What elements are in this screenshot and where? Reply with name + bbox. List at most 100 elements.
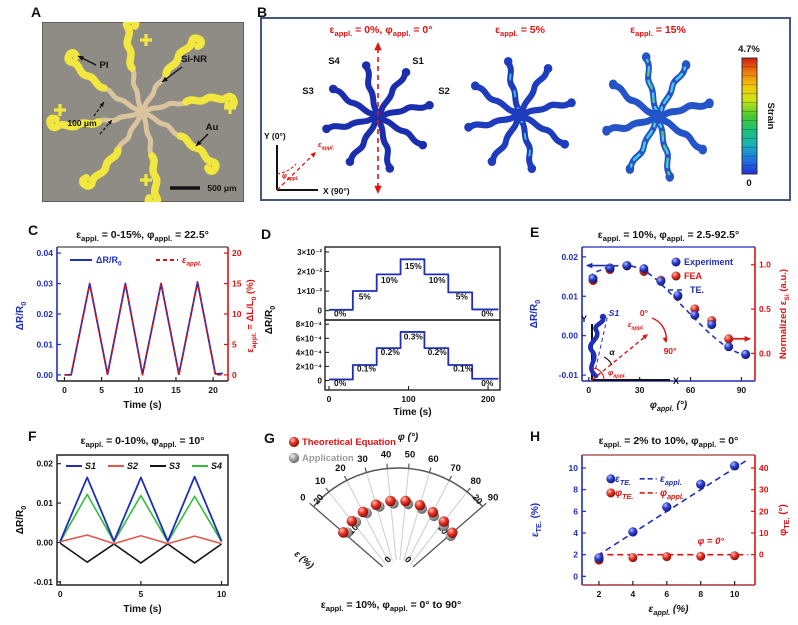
legend-label-S4: S4: [211, 461, 222, 471]
legend-application: Application: [302, 453, 354, 464]
inset-serpentine-tip: [599, 313, 607, 321]
chart-c: 0.00 0.01 0.02 0.03 0.04 0 5 10 15 20 0 5 10 15 20 ΔR/R…: [15, 229, 258, 411]
au-serpentine: [78, 146, 122, 190]
theory-point: [385, 495, 396, 507]
phi-zero-annotation: φ = 0°: [698, 536, 725, 547]
ytick-left: 10: [569, 463, 579, 473]
angle-tick: [364, 467, 368, 473]
experiment-point: [690, 310, 700, 320]
xtick: 15: [171, 385, 181, 395]
fea-arm-tip: [527, 164, 537, 174]
fea-arm-tip: [487, 157, 497, 167]
xtick: 8: [698, 589, 703, 599]
ytick-left: 6: [573, 506, 578, 516]
legend-eps-appl: εappl.: [660, 474, 682, 487]
step-label: 0%: [334, 308, 347, 318]
angle-tick: [448, 475, 453, 481]
inset-x-label: X: [673, 376, 679, 386]
left-axis-arrow: [586, 262, 611, 269]
xtick: 0: [586, 385, 591, 395]
eps-te-point: [628, 527, 638, 537]
ytick-left: 0.00: [561, 331, 578, 341]
ytick-left: 4: [573, 528, 578, 538]
radial-tick-label: 20: [311, 492, 325, 506]
inset-serpentine: [588, 316, 606, 379]
theory-point: [346, 515, 358, 527]
theory-point: [427, 506, 439, 518]
label-s3: S3: [302, 86, 314, 97]
experiment-point: [588, 273, 598, 284]
angle-tick: [343, 475, 348, 481]
series-S2: [60, 534, 222, 545]
series-S1: [59, 475, 223, 543]
theory-points: [337, 495, 458, 539]
si-nr-arm: [142, 99, 188, 116]
ytick-right: 0: [759, 550, 764, 560]
coordinate-inset: Y (0°) X (90°) εappl. φappl.: [264, 131, 350, 196]
fea-arm: [376, 117, 424, 147]
fea-arm-tip: [418, 140, 428, 150]
ytick: 0.01: [36, 498, 53, 508]
pinwheel: [602, 52, 714, 182]
panel-b-label: B: [257, 4, 268, 20]
arrow-si-nr-head: [162, 76, 168, 82]
xtick: 0: [327, 394, 332, 404]
eps-te-point: [594, 553, 604, 563]
fea-arm-tip: [425, 100, 434, 110]
fea-arm-tip: [560, 139, 570, 149]
eps-te-point: [729, 460, 740, 471]
theory-point: [446, 527, 458, 539]
angle-tick-label: 20: [335, 463, 346, 474]
fea-arm-tip: [602, 125, 611, 136]
si-nr-arm: [102, 85, 144, 112]
ytick: 0: [318, 377, 323, 386]
y-axis-label: Y (0°): [264, 131, 286, 141]
legend-label-drr: ΔR/R0: [96, 255, 122, 268]
fea-arm: [506, 60, 525, 115]
annotations: PI Si-NR 100 μm Au 500 μm: [67, 54, 237, 193]
step-label: 0.3%: [404, 332, 424, 342]
outer-arc: [312, 467, 484, 507]
xtick: 200: [481, 394, 495, 404]
ytick-left: 8: [573, 485, 578, 495]
step-label: 15%: [405, 261, 422, 271]
label-au: Au: [206, 122, 219, 133]
si-nr-arm: [115, 110, 142, 152]
eps-arrow: [276, 153, 315, 191]
eps-te-point: [661, 502, 672, 512]
angle-tick: [466, 487, 471, 493]
ytick-right: 10: [232, 309, 242, 319]
pinwheel-hub: [652, 110, 664, 124]
case-title-1: εappl. = 5%: [495, 24, 546, 38]
panel-h-chart: 0 2 4 6 8 10 0 10 20 30 40 2 4 6 8 10 φ = 0° εTE. εappl. φT…: [524, 428, 798, 625]
fea-arm-tip: [470, 81, 480, 91]
inset-sweep-arrow-head: [662, 337, 668, 343]
angle-tick-label: 30: [357, 454, 368, 465]
fea-arm-tip: [641, 52, 651, 63]
arrow-width-1-head: [99, 102, 104, 107]
fea-arm: [474, 83, 522, 115]
y-axis-title-right: Normalized εSi (a.u.): [778, 269, 791, 359]
angle-tick: [309, 502, 314, 507]
panel-a-label: A: [31, 4, 42, 20]
spoke: [406, 480, 450, 563]
ytick: 0: [318, 307, 323, 316]
legend: εTE. εappl. φTE. φappl.: [606, 474, 684, 501]
y-axis-title: ΔR/R0: [15, 506, 28, 534]
series-S3: [59, 542, 223, 564]
spoke: [328, 491, 387, 565]
case-title-0: εappl. = 0%, φappl. = 0°: [330, 24, 433, 38]
xtick: 20: [208, 385, 218, 395]
chart-title: εappl. = 2% to 10%, φappl. = 0°: [599, 435, 739, 449]
panel-a-micrograph: PI Si-NR 100 μm Au 500 μm: [41, 16, 245, 208]
angle-tick-label: 10: [315, 476, 326, 487]
spoke: [409, 491, 468, 565]
x-axis-title: Time (s): [123, 604, 161, 615]
y-axis-title-right: φTE. (°): [778, 504, 791, 536]
ytick-left: 0.02: [561, 252, 578, 262]
ytick-right: 5: [232, 339, 237, 349]
ytick-right: 15: [232, 279, 242, 289]
legend-fea: FEA: [684, 271, 703, 281]
radial-tick-label: 0: [403, 554, 414, 564]
fea-arm: [656, 117, 704, 152]
